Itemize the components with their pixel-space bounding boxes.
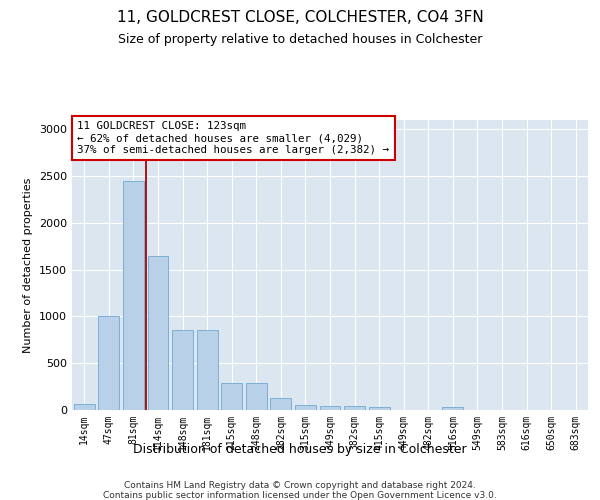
Bar [344,406,365,410]
Bar [295,405,316,410]
Text: Distribution of detached houses by size in Colchester: Distribution of detached houses by size … [133,442,467,456]
Bar [172,330,193,410]
Text: Size of property relative to detached houses in Colchester: Size of property relative to detached ho… [118,32,482,46]
Bar [221,383,242,410]
Text: Contains HM Land Registry data © Crown copyright and database right 2024.: Contains HM Land Registry data © Crown c… [124,481,476,490]
Bar [320,406,340,410]
Bar [368,406,389,410]
Bar [271,398,292,410]
Text: Contains public sector information licensed under the Open Government Licence v3: Contains public sector information licen… [103,491,497,500]
Y-axis label: Number of detached properties: Number of detached properties [23,178,34,352]
Bar [197,330,218,410]
Bar [442,407,463,410]
Text: 11 GOLDCREST CLOSE: 123sqm
← 62% of detached houses are smaller (4,029)
37% of s: 11 GOLDCREST CLOSE: 123sqm ← 62% of deta… [77,122,389,154]
Bar [148,256,169,410]
Bar [98,316,119,410]
Bar [74,404,95,410]
Bar [246,383,267,410]
Bar [123,181,144,410]
Text: 11, GOLDCREST CLOSE, COLCHESTER, CO4 3FN: 11, GOLDCREST CLOSE, COLCHESTER, CO4 3FN [116,10,484,25]
